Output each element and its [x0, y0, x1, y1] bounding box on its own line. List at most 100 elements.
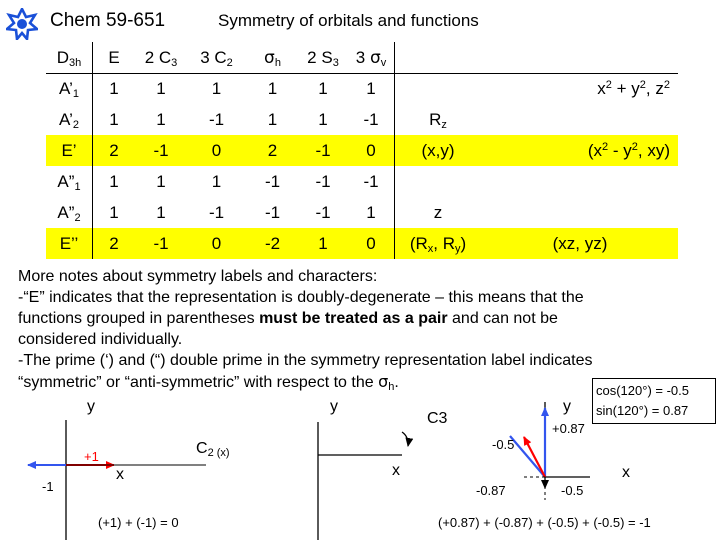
table-divider [46, 73, 678, 74]
irrep-prime: ’ [69, 79, 73, 98]
character-value: 1 [366, 203, 376, 222]
irrep-base: A [59, 79, 70, 98]
subscript: 2 (x) [207, 447, 230, 459]
notes-line: considered individually. [18, 331, 183, 348]
table-row: A”2 1 1 -1 -1 -1 1 z [46, 197, 678, 228]
subscript: 2 [72, 119, 79, 131]
subscript: 3 [171, 57, 178, 69]
character-value: 1 [267, 79, 278, 98]
notes-block: More notes about symmetry labels and cha… [18, 266, 708, 393]
operation-symbol: σ [264, 48, 275, 68]
irrep-label: E’ [46, 135, 92, 166]
c3-projection-diagram [509, 402, 590, 500]
irrep-prime: ’’ [71, 234, 79, 253]
c3-diagram [317, 422, 414, 540]
irrep-label: A’1 [46, 73, 92, 104]
quadratic-functions: (xz, yz) [552, 234, 608, 253]
column-header: E [92, 42, 136, 73]
sin-value: sin(120°) = 0.87 [596, 403, 689, 418]
column-header: 3 C2 [186, 42, 247, 73]
character-value: 1 [318, 79, 328, 98]
table-row: A’1 1 1 1 1 1 1 x2 + y2, z2 [46, 73, 678, 104]
character-value: 2 [109, 141, 119, 160]
character-value: 1 [211, 172, 222, 191]
operation-symbol: C [158, 48, 172, 67]
table-row: A’2 1 1 -1 1 1 -1 Rz [46, 104, 678, 135]
irrep-base: A [57, 203, 69, 222]
notes-line: “symmetric” or “anti-symmetric” with res… [18, 371, 708, 393]
character-value: 1 [211, 79, 222, 98]
notes-bold-text: must be treated as a pair [259, 310, 448, 327]
irrep-base: A [57, 172, 69, 191]
character-value: 1 [318, 110, 328, 129]
quadratic-functions: (x2 - y2, xy) [587, 141, 670, 160]
character-value: 1 [109, 79, 119, 98]
table-row: E’’ 2 -1 0 -2 1 0 (Rx, Ry) (xz, yz) [46, 228, 678, 259]
operation-symbol: S [321, 48, 333, 67]
character-value: 1 [109, 110, 119, 129]
character-value: 2 [109, 234, 119, 253]
subscript: 3 [332, 57, 339, 69]
value-label: -0.87 [476, 483, 506, 498]
subscript: 1 [74, 181, 81, 193]
subscript: v [380, 57, 387, 69]
irrep-base: E [61, 141, 73, 160]
sum-label: (+1) + (-1) = 0 [98, 515, 179, 530]
subscript: 1 [72, 88, 79, 100]
linear-functions: (Rx, Ry) [409, 234, 467, 255]
slide-title: Symmetry of orbitals and functions [218, 11, 479, 30]
irrep-prime: ’ [72, 141, 77, 160]
value-label: +0.87 [552, 421, 585, 436]
character-value: 1 [109, 203, 119, 222]
subscript: 2 [74, 212, 81, 224]
character-value: 1 [318, 234, 328, 253]
character-value: 1 [156, 203, 166, 222]
operation-coefficient: 3 [355, 48, 366, 67]
character-value: -1 [315, 203, 331, 222]
irrep-prime: ” [68, 172, 75, 191]
operation-label: C2 (x) [196, 440, 230, 459]
character-value: 1 [156, 172, 166, 191]
point-group-base: D [56, 48, 70, 67]
character-value: -1 [315, 141, 331, 160]
minus-one-label: -1 [42, 479, 54, 494]
column-header: 2 C3 [136, 42, 186, 73]
notes-text: and can not be [447, 310, 558, 327]
x-axis-label: x [392, 462, 400, 479]
notes-line: More notes about symmetry labels and cha… [18, 268, 378, 285]
linear-functions: (x,y) [421, 141, 455, 160]
operation-symbol: E [108, 48, 120, 67]
character-value: -2 [264, 234, 281, 253]
trig-box: cos(120°) = -0.5 sin(120°) = 0.87 [592, 378, 716, 424]
irrep-base: E [59, 234, 72, 253]
operation-label: C [196, 440, 208, 457]
linear-functions: z [433, 203, 443, 222]
character-value: 1 [109, 172, 119, 191]
operation-coefficient: 3 [200, 48, 210, 67]
notes-line: -“E” indicates that the representation i… [18, 289, 584, 306]
operation-label: C3 [427, 410, 448, 427]
character-value: 0 [366, 141, 376, 160]
character-value: -1 [208, 203, 225, 222]
irrep-base: A [59, 110, 70, 129]
sum-label: (+0.87) + (-0.87) + (-0.5) + (-0.5) = -1 [438, 515, 651, 530]
c2-diagram [27, 420, 206, 540]
irrep-prime: ’ [69, 110, 73, 129]
irrep-label: A’2 [46, 104, 92, 135]
character-value: -1 [315, 172, 331, 191]
value-label: -0.5 [561, 483, 584, 498]
character-value: -1 [153, 234, 169, 253]
value-label: -0.5 [492, 437, 515, 452]
table-row: A”1 1 1 1 -1 -1 -1 [46, 166, 678, 197]
character-value: -1 [208, 110, 225, 129]
character-value: 0 [211, 141, 222, 160]
x-axis-label: x [622, 464, 630, 481]
notes-text: . [394, 374, 399, 391]
character-value: 1 [156, 110, 166, 129]
subscript: 3h [69, 57, 82, 69]
irrep-label: A”2 [46, 197, 92, 228]
y-axis-label: y [563, 398, 571, 415]
y-axis-label: y [87, 398, 95, 415]
blue-vector-arrow [509, 435, 546, 478]
